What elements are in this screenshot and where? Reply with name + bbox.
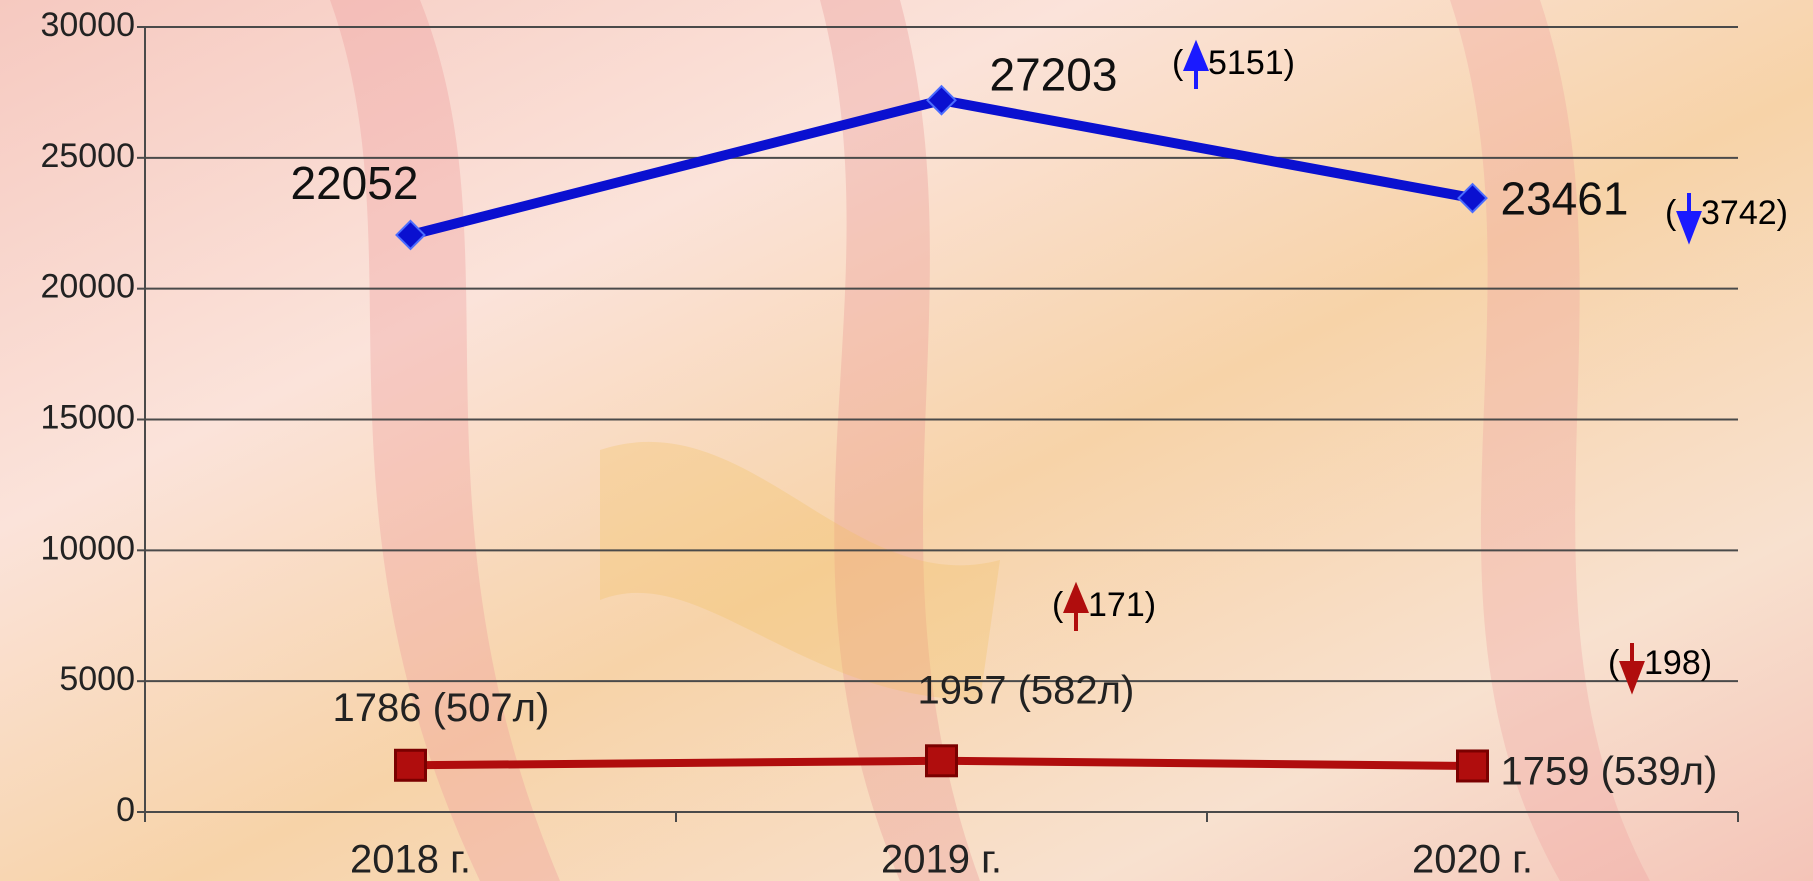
- annotation-text: 198): [1644, 644, 1712, 682]
- y-tick-label: 10000: [40, 529, 135, 567]
- annotation-arrow: [1619, 643, 1645, 695]
- annotation-open: (: [1052, 586, 1064, 624]
- data-label: 1957 (582л): [918, 668, 1135, 712]
- background-swirl: [820, 0, 980, 881]
- annotation-arrow: [1676, 193, 1702, 245]
- data-label: 27203: [990, 48, 1118, 100]
- background-swirl: [330, 0, 560, 881]
- x-tick-label: 2018 г.: [350, 838, 471, 881]
- annotation-open: (: [1608, 644, 1620, 682]
- y-tick-label: 20000: [40, 268, 135, 306]
- x-tick-label: 2020 г.: [1412, 838, 1533, 881]
- marker: [1456, 749, 1489, 783]
- annotation-arrow: [1063, 581, 1089, 631]
- y-tick-label: 15000: [40, 398, 135, 436]
- annotation-open: (: [1172, 44, 1184, 82]
- annotation-open: (: [1665, 194, 1677, 232]
- marker: [926, 84, 957, 116]
- marker: [925, 744, 958, 778]
- annotation-text: 171): [1088, 586, 1156, 624]
- annotation-text: 5151): [1208, 44, 1295, 82]
- y-tick-label: 30000: [40, 6, 135, 44]
- data-label: 1786 (507л): [333, 686, 550, 730]
- background-swirl: [1450, 0, 1650, 881]
- data-label: 23461: [1501, 172, 1629, 224]
- marker: [394, 748, 427, 782]
- marker: [1457, 182, 1488, 214]
- x-tick-label: 2019 г.: [881, 838, 1002, 881]
- annotation-arrow: [1183, 39, 1209, 89]
- y-tick-label: 5000: [59, 660, 135, 698]
- data-label: 1759 (539л): [1501, 750, 1718, 794]
- data-label: 22052: [291, 157, 419, 209]
- y-tick-label: 0: [116, 791, 135, 829]
- annotation-text: 3742): [1701, 194, 1788, 232]
- marker: [395, 219, 426, 251]
- plot-area: 0 5000 10000 15000 20000 25000 30000 2018 г. 201…: [40, 6, 1788, 881]
- y-tick-label: 25000: [40, 137, 135, 175]
- background-swirl: [600, 441, 1000, 700]
